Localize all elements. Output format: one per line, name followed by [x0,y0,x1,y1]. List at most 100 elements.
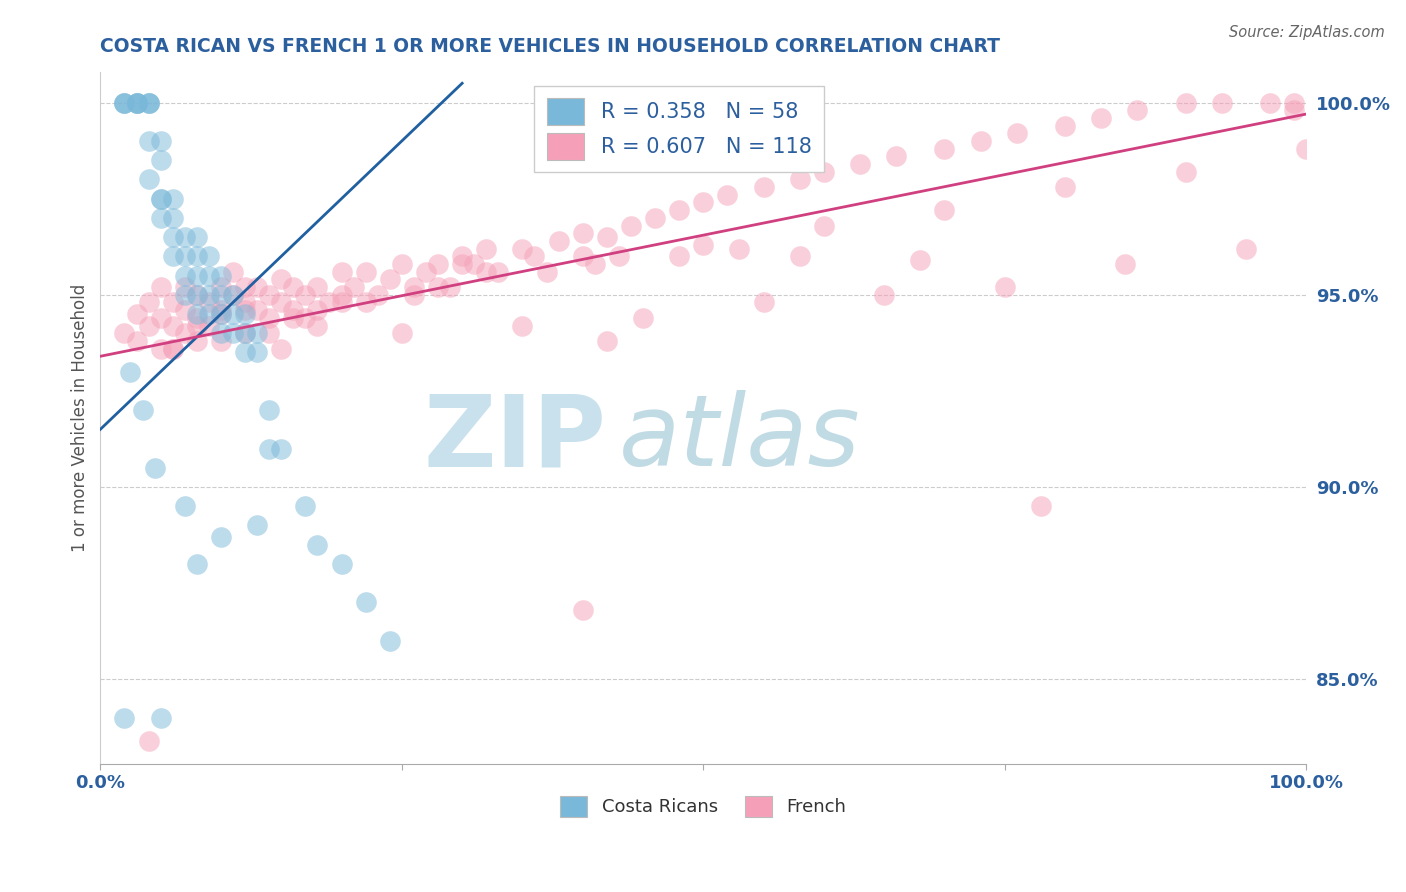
Point [1054,119,1077,133]
Point [125,95,148,110]
Point [198,318,221,333]
Point [813,219,835,233]
Point [222,287,245,301]
Point [752,295,775,310]
Point [131,403,153,417]
Point [186,557,208,571]
Point [330,295,353,310]
Point [620,219,643,233]
Point [692,195,714,210]
Point [402,280,425,294]
Point [186,268,208,283]
Point [728,242,751,256]
Point [1258,95,1281,110]
Point [149,211,172,225]
Point [391,326,413,341]
Point [257,310,280,325]
Point [475,242,498,256]
Point [849,157,872,171]
Point [571,226,593,240]
Point [257,287,280,301]
Point [439,280,461,294]
Point [198,249,221,263]
Point [475,265,498,279]
Point [668,203,690,218]
Point [330,557,353,571]
Point [512,318,534,333]
Point [209,530,232,544]
Point [143,460,166,475]
Point [1029,500,1052,514]
Point [125,95,148,110]
Point [186,249,208,263]
Point [186,287,208,301]
Point [789,249,811,263]
Point [138,95,160,110]
Point [354,265,377,279]
Point [222,265,245,279]
Point [209,303,232,318]
Point [162,192,184,206]
Point [233,326,256,341]
Point [1114,257,1136,271]
Point [209,334,232,348]
Point [294,310,316,325]
Point [257,403,280,417]
Point [173,280,195,294]
Point [378,272,401,286]
Point [1234,242,1257,256]
Point [1211,95,1233,110]
Point [330,287,353,301]
Point [536,265,558,279]
Point [427,257,450,271]
Point [246,280,269,294]
Point [149,134,172,148]
Point [233,303,256,318]
Point [149,192,172,206]
Point [233,295,256,310]
Point [294,500,316,514]
Point [162,211,184,225]
Point [173,303,195,318]
Point [294,287,316,301]
Point [463,257,485,271]
Y-axis label: 1 or more Vehicles in Household: 1 or more Vehicles in Household [72,284,89,552]
Point [583,257,606,271]
Point [1054,180,1077,194]
Point [173,500,195,514]
Point [186,307,208,321]
Point [752,180,775,194]
Point [173,249,195,263]
Point [307,318,329,333]
Point [283,280,305,294]
Point [994,280,1017,294]
Point [668,249,690,263]
Point [415,265,437,279]
Point [125,95,148,110]
Point [270,295,292,310]
Point [246,345,269,359]
Point [173,230,195,244]
Point [330,265,353,279]
Point [1126,103,1149,118]
Point [716,187,738,202]
Point [125,307,148,321]
Point [114,95,136,110]
Point [114,95,136,110]
Point [873,287,896,301]
Point [257,442,280,456]
Point [138,295,160,310]
Point [813,165,835,179]
Point [391,257,413,271]
Point [1005,126,1028,140]
Point [162,295,184,310]
Point [246,303,269,318]
Point [246,326,269,341]
Point [318,295,340,310]
Text: COSTA RICAN VS FRENCH 1 OR MORE VEHICLES IN HOUSEHOLD CORRELATION CHART: COSTA RICAN VS FRENCH 1 OR MORE VEHICLES… [100,37,1000,56]
Point [246,518,269,533]
Point [162,230,184,244]
Point [307,280,329,294]
Point [186,310,208,325]
Point [307,538,329,552]
